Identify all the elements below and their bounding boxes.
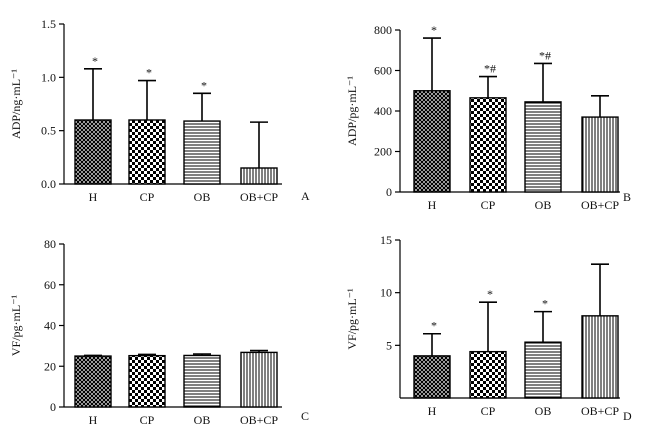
y-tick-label: 600 — [374, 64, 392, 78]
y-tick-label: 60 — [44, 278, 56, 292]
bar-ob-cp — [240, 351, 278, 408]
chart-panel-a: 0.0 0.5 1.0 1.5 ADP/ng·mL⁻¹ * H * CP * OB OB+CP A — [9, 17, 310, 204]
x-tick-label: OB — [194, 190, 211, 204]
x-tick-label: OB+CP — [581, 198, 619, 212]
y-tick-label: 5 — [386, 338, 392, 352]
y-axis-title: VF/pg·mL⁻¹ — [9, 294, 23, 356]
panel-label: A — [301, 189, 310, 203]
significance-mark: *# — [539, 48, 551, 62]
x-tick-label: CP — [140, 413, 155, 427]
x-tick-label: OB+CP — [581, 404, 619, 418]
bar-ob — [183, 354, 221, 408]
y-tick-label: 10 — [380, 286, 392, 300]
x-tick-label: H — [89, 413, 98, 427]
significance-mark: * — [92, 54, 98, 68]
significance-mark: * — [487, 287, 493, 301]
bar-h — [74, 355, 112, 408]
panel-label: D — [623, 409, 632, 423]
bar-h — [74, 119, 112, 185]
significance-mark: * — [542, 297, 548, 311]
x-tick-label: CP — [481, 404, 496, 418]
x-tick-label: OB+CP — [240, 190, 278, 204]
bar-ob — [524, 101, 562, 193]
y-axis-title: ADP/pg·mL⁻¹ — [345, 76, 359, 146]
significance-mark: *# — [484, 62, 496, 76]
y-tick-label: 20 — [44, 359, 56, 373]
y-tick-label: 200 — [374, 145, 392, 159]
bar-ob-cp — [240, 167, 278, 185]
bar-cp — [128, 354, 166, 408]
y-tick-label: 40 — [44, 319, 56, 333]
y-tick-label: 400 — [374, 104, 392, 118]
y-tick-label: 1.0 — [41, 70, 56, 84]
chart-panel-d: 5 10 15 VF/pg·mL⁻¹ * H * CP * OB OB+CP D — [345, 233, 632, 423]
x-tick-label: OB — [194, 413, 211, 427]
y-tick-label: 0 — [386, 185, 392, 199]
x-tick-label: CP — [481, 198, 496, 212]
chart-panel-c: 0 20 40 60 80 VF/pg·mL⁻¹ H CP OB OB+CP C — [9, 237, 309, 427]
panel-label: C — [301, 409, 309, 423]
y-tick-label: 15 — [380, 233, 392, 247]
y-tick-label: 80 — [44, 237, 56, 251]
panel-label: B — [623, 190, 631, 204]
bar-ob — [183, 120, 221, 185]
bar-cp — [469, 97, 507, 193]
bar-cp — [469, 350, 507, 399]
significance-mark: * — [431, 319, 437, 333]
bar-ob-cp — [581, 116, 619, 193]
bar-h — [413, 355, 451, 399]
bar-h — [413, 90, 451, 193]
x-tick-label: OB — [535, 404, 552, 418]
significance-mark: * — [201, 78, 207, 92]
bar-cp — [128, 119, 166, 185]
chart-panel-b: 0 200 400 600 800 ADP/pg·mL⁻¹ * H *# CP *# OB OB+CP B — [345, 23, 631, 212]
y-tick-label: 0.5 — [41, 124, 56, 138]
y-axis-title: ADP/ng·mL⁻¹ — [9, 69, 23, 139]
y-tick-label: 1.5 — [41, 17, 56, 31]
x-tick-label: OB+CP — [240, 413, 278, 427]
bar-ob — [524, 341, 562, 399]
x-tick-label: CP — [140, 190, 155, 204]
bar-ob-cp — [581, 315, 619, 399]
x-tick-label: H — [89, 190, 98, 204]
y-tick-label: 800 — [374, 23, 392, 37]
y-tick-label: 0.0 — [41, 177, 56, 191]
y-axis-title: VF/pg·mL⁻¹ — [345, 288, 359, 350]
significance-mark: * — [146, 66, 152, 80]
x-tick-label: OB — [535, 198, 552, 212]
significance-mark: * — [431, 23, 437, 37]
y-tick-label: 0 — [50, 400, 56, 414]
x-tick-label: H — [428, 198, 437, 212]
x-tick-label: H — [428, 404, 437, 418]
